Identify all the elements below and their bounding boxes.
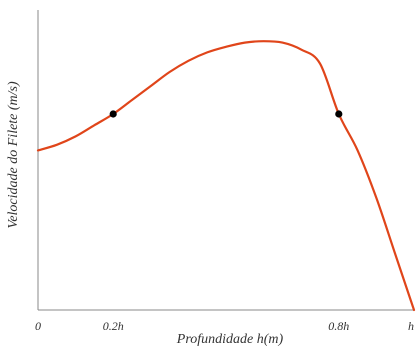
data-point-marker-1 bbox=[335, 110, 343, 118]
x-tick-labels: 0 0.2h 0.8h h bbox=[35, 319, 414, 333]
x-tick-label: 0.2h bbox=[103, 319, 124, 333]
velocity-curve-0 bbox=[36, 40, 416, 312]
curves bbox=[36, 40, 416, 312]
data-point-marker-0 bbox=[109, 110, 117, 118]
markers bbox=[109, 110, 343, 118]
x-tick-label: 0 bbox=[35, 319, 41, 333]
axes bbox=[37, 10, 414, 311]
x-tick-label: 0.8h bbox=[328, 319, 349, 333]
x-tick-label: h bbox=[408, 319, 414, 333]
y-axis-label: Velocidade do Filete (m/s) bbox=[6, 81, 21, 229]
x-axis-label: Profundidade h(m) bbox=[176, 332, 284, 347]
